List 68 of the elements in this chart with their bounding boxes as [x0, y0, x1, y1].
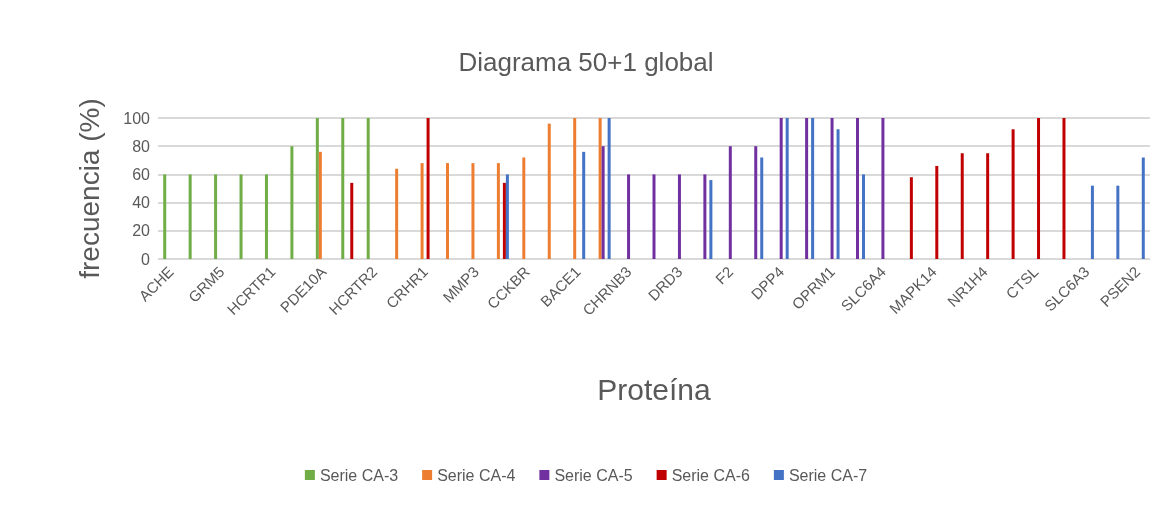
y-tick-label: 0: [141, 250, 151, 268]
bar: [188, 174, 192, 259]
bar: [811, 118, 815, 259]
bar: [652, 174, 656, 259]
bar: [318, 151, 322, 259]
x-axis-title: Proteína: [597, 372, 712, 406]
bar: [598, 118, 602, 259]
legend-label: Serie CA-3: [319, 466, 399, 484]
bar: [446, 163, 450, 259]
bar: [547, 123, 551, 259]
legend-label: Serie CA-7: [788, 466, 868, 484]
y-tick-label: 100: [123, 109, 151, 127]
bar: [785, 118, 789, 259]
bar: [627, 174, 631, 259]
legend-label: Serie CA-6: [671, 466, 750, 484]
bar: [881, 118, 885, 259]
y-axis-title: frecuencia (%): [73, 98, 105, 279]
bar: [502, 182, 506, 259]
bar: [1090, 185, 1094, 259]
bar: [341, 118, 345, 259]
bar: [350, 182, 354, 259]
bar: [779, 118, 783, 259]
bar: [315, 118, 319, 259]
bar: [836, 129, 840, 259]
bar: [239, 174, 243, 259]
bar: [677, 174, 681, 259]
y-tick-label: 40: [132, 194, 151, 212]
bar: [522, 157, 526, 259]
bar: [214, 174, 218, 259]
bar: [960, 153, 964, 259]
bar: [728, 146, 732, 259]
y-tick-label: 60: [132, 165, 151, 183]
chart-title: Diagrama 50+1 global: [458, 47, 714, 77]
bar: [1037, 118, 1041, 259]
bar: [935, 165, 939, 259]
bar: [366, 118, 370, 259]
bar: [760, 157, 764, 259]
bar: [420, 163, 424, 259]
bar: [754, 146, 758, 259]
bar: [909, 177, 913, 259]
bar: [264, 174, 268, 259]
bar: [830, 118, 834, 259]
bar: [855, 118, 859, 259]
bar: [805, 118, 809, 259]
legend-label: Serie CA-4: [437, 466, 516, 484]
bar: [582, 151, 586, 259]
bar: [573, 118, 577, 259]
bar: [1062, 118, 1066, 259]
bar: [1011, 129, 1015, 259]
bar: [861, 174, 865, 259]
x-tick-label: F2: [711, 262, 737, 288]
bar: [426, 118, 430, 259]
bar: [496, 163, 500, 259]
bar: [986, 153, 990, 259]
bar: [607, 118, 611, 259]
bar: [395, 168, 399, 259]
y-tick-label: 80: [132, 137, 151, 155]
bar: [1141, 157, 1145, 259]
bar: [505, 174, 509, 259]
bar: [1116, 185, 1120, 259]
bar: [601, 146, 605, 259]
bar: [290, 146, 294, 259]
bar: [703, 174, 707, 259]
bar: [471, 163, 475, 259]
y-tick-label: 20: [132, 222, 151, 240]
bar: [163, 174, 167, 259]
bar: [709, 180, 713, 259]
legend-label: Serie CA-5: [554, 466, 633, 484]
